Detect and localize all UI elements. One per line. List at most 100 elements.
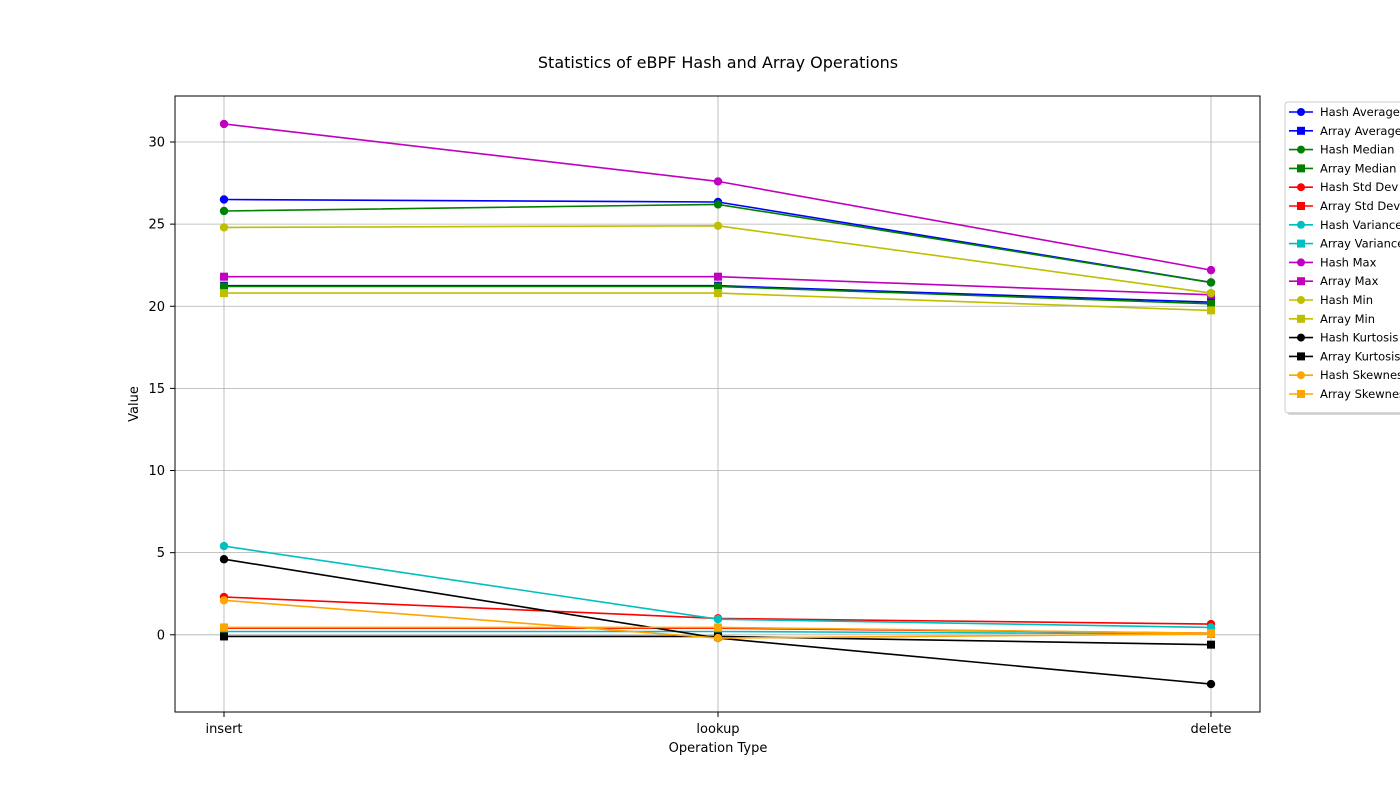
legend-label: Hash Median (1320, 143, 1394, 157)
data-point (1207, 299, 1215, 308)
data-point (219, 596, 229, 605)
data-point (714, 272, 722, 281)
legend-marker (1297, 126, 1305, 135)
legend-marker (1297, 277, 1305, 286)
data-point (219, 555, 229, 564)
legend-marker (1297, 164, 1305, 173)
data-point (713, 614, 723, 624)
data-point (220, 623, 228, 632)
data-point (219, 541, 229, 551)
legend-label: Array Median (1320, 161, 1396, 175)
y-tick-label: 0 (157, 628, 165, 643)
legend-marker (1297, 296, 1305, 304)
data-point (219, 223, 229, 232)
legend-box (1284, 101, 1400, 414)
legend-entry: Hash Variance (1289, 218, 1400, 232)
series-line (223, 198, 1212, 284)
series-array-skewness (220, 623, 1215, 638)
chart-title: Statistics of eBPF Hash and Array Operat… (538, 53, 898, 72)
data-point (1207, 306, 1215, 315)
legend-entry: Hash Std Dev (1289, 180, 1398, 194)
legend-label: Array Variance (1320, 237, 1400, 251)
legend-entry: Array Std Dev (1289, 199, 1400, 213)
legend-label: Hash Skewness (1320, 368, 1400, 382)
legend-entry: Array Skewness (1289, 387, 1400, 401)
data-point (714, 623, 722, 632)
series-array-min (220, 289, 1215, 315)
legend-label: Array Min (1320, 312, 1375, 326)
series-array-median (220, 282, 1215, 308)
data-point (220, 272, 228, 281)
data-point (1206, 278, 1216, 287)
data-point (713, 221, 723, 230)
data-point (714, 627, 722, 636)
legend: Hash Average Array Average Hash Median Arra… (1284, 101, 1400, 415)
data-point (713, 633, 723, 643)
legend-marker (1297, 239, 1305, 248)
data-point (220, 282, 228, 291)
legend-label: Hash Min (1320, 293, 1373, 307)
legend-label: Array Average (1320, 124, 1400, 138)
x-axis-ticks: insert lookup delete (205, 712, 1231, 737)
legend-marker (1297, 314, 1305, 323)
legend-label: Array Kurtosis (1320, 349, 1400, 363)
series-hash-max (219, 119, 1216, 275)
legend-entry: Array Min (1289, 312, 1375, 326)
data-point (1207, 640, 1215, 649)
legend-marker (1297, 258, 1305, 267)
legend-entry: Hash Max (1289, 255, 1377, 269)
legend-label: Array Skewness (1320, 387, 1400, 401)
legend-label: Hash Max (1320, 255, 1377, 269)
x-tick-label: lookup (696, 722, 739, 737)
data-point (1206, 265, 1216, 275)
y-axis-label: Value (127, 386, 142, 422)
data-point (220, 632, 228, 641)
data-point (714, 289, 722, 298)
data-point (1207, 629, 1215, 638)
legend-marker (1297, 183, 1305, 192)
data-point (714, 282, 722, 291)
series-hash-min (219, 221, 1216, 298)
legend-entry: Hash Median (1289, 143, 1394, 157)
x-axis-label: Operation Type (669, 741, 768, 756)
legend-label: Array Std Dev (1320, 199, 1400, 213)
legend-marker (1297, 108, 1305, 116)
legend-entry: Array Kurtosis (1289, 349, 1400, 363)
y-axis-ticks: 0 5 10 15 20 25 30 (148, 135, 175, 643)
legend-label: Hash Variance (1320, 218, 1400, 232)
legend-marker (1297, 202, 1305, 210)
data-point (220, 627, 228, 636)
legend-label: Hash Kurtosis (1320, 331, 1398, 345)
legend-entry: Hash Min (1289, 293, 1373, 307)
y-tick-label: 5 (157, 546, 165, 561)
data-point (219, 195, 229, 204)
legend-entry: Array Variance (1289, 237, 1400, 251)
legend-entry: Hash Skewness (1289, 368, 1400, 382)
legend-entry: Array Max (1289, 274, 1379, 288)
legend-entry: Array Average (1289, 124, 1400, 138)
legend-label: Array Max (1320, 274, 1379, 288)
data-point (219, 119, 229, 129)
series-line (223, 123, 1212, 271)
x-tick-label: delete (1191, 722, 1232, 737)
legend-entry: Array Median (1289, 161, 1396, 175)
legend-marker (1297, 352, 1305, 361)
legend-label: Hash Average (1320, 105, 1400, 119)
y-tick-label: 10 (148, 464, 165, 479)
y-tick-label: 15 (148, 382, 165, 397)
data-point (1206, 679, 1216, 689)
legend-entry: Hash Kurtosis (1289, 331, 1398, 345)
x-tick-label: insert (205, 722, 242, 737)
series-hash-variance (219, 541, 1216, 632)
data-point (220, 289, 228, 298)
data-point (713, 177, 723, 186)
y-tick-label: 20 (148, 300, 165, 315)
legend-marker (1297, 145, 1305, 154)
data-series (219, 119, 1216, 689)
y-tick-label: 25 (148, 218, 165, 233)
data-point (713, 200, 723, 209)
y-tick-label: 30 (148, 135, 165, 150)
legend-marker (1297, 220, 1305, 229)
series-hash-median (219, 200, 1216, 287)
